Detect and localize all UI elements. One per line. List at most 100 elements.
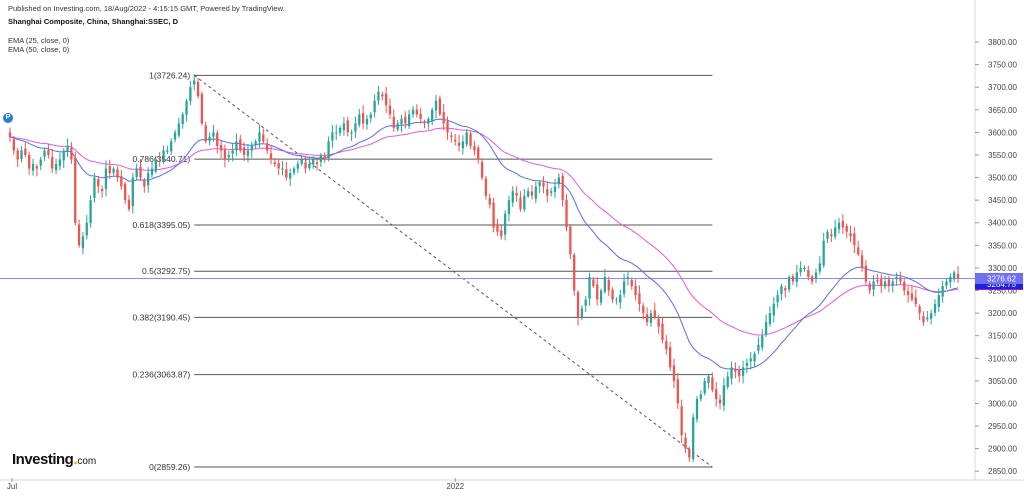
candle-body — [526, 191, 530, 197]
candle-body — [212, 132, 215, 137]
candle-body — [219, 144, 223, 151]
candle-body — [438, 98, 442, 115]
candle-body — [181, 114, 184, 124]
y-tick-label: 3600.00 — [988, 128, 1017, 137]
candle-body — [534, 186, 537, 199]
y-tick-label: 3750.00 — [988, 61, 1017, 70]
candles-layer — [8, 74, 960, 463]
candle-body — [507, 200, 511, 215]
candle-body — [826, 231, 829, 239]
candle-body — [910, 293, 914, 300]
ema50-legend[interactable]: EMA (50, close, 0) — [8, 45, 70, 54]
candle-body — [431, 109, 434, 122]
candle-body — [734, 369, 737, 372]
fib-level-label: 0.236(3063.87) — [133, 370, 191, 380]
candle-body — [62, 150, 65, 161]
y-tick-label: 3400.00 — [988, 219, 1017, 228]
candle-body — [143, 180, 146, 187]
candle-body — [622, 281, 626, 294]
candle-body — [799, 267, 802, 273]
candle-body — [39, 159, 42, 166]
candle-body — [108, 166, 111, 174]
candle-body — [150, 168, 154, 175]
candle-body — [411, 109, 415, 115]
candle-body — [112, 168, 115, 173]
candle-body — [269, 153, 273, 160]
candle-body — [28, 154, 31, 169]
candle-body — [308, 164, 311, 169]
fib-level-label: 0.5(3292.75) — [142, 266, 190, 276]
candle-body — [323, 156, 326, 160]
candle-body — [588, 276, 591, 299]
candle-body — [519, 197, 522, 210]
candle-body — [292, 168, 296, 173]
y-tick-label: 3500.00 — [988, 174, 1017, 183]
candle-body — [100, 188, 104, 192]
candle-body — [546, 189, 549, 196]
candle-body — [523, 195, 526, 210]
y-tick-label: 2850.00 — [988, 467, 1017, 476]
candle-body — [565, 199, 568, 228]
candle-body — [584, 299, 587, 306]
candle-body — [158, 159, 161, 161]
candle-body — [342, 123, 346, 131]
candle-body — [903, 281, 906, 291]
candle-body — [887, 279, 891, 286]
candle-body — [20, 150, 23, 159]
candle-body — [550, 191, 553, 193]
ema25-price-tag: 3264.75 — [987, 280, 1016, 289]
ema25-legend[interactable]: EMA (25, close, 0) — [8, 36, 70, 45]
candle-body — [891, 281, 894, 286]
x-tick-label: Jul — [7, 482, 17, 491]
candle-body — [949, 276, 952, 283]
candle-body — [580, 308, 584, 317]
published-caption: Published on Investing.com, 18/Aug/2022 … — [8, 4, 285, 13]
candle-body — [834, 227, 837, 237]
candle-body — [596, 284, 599, 300]
candle-body — [338, 127, 342, 133]
candle-body — [780, 285, 783, 294]
candle-body — [469, 133, 472, 146]
candle-body — [254, 141, 257, 145]
symbol-title: Shanghai Composite, China, Shanghai:SSEC… — [8, 17, 179, 26]
candle-body — [147, 173, 150, 186]
candle-body — [227, 154, 230, 158]
candle-body — [599, 290, 603, 303]
candle-body — [189, 87, 192, 102]
candle-body — [630, 280, 633, 286]
y-tick-label: 2950.00 — [988, 422, 1017, 431]
candle-body — [553, 186, 557, 192]
candle-body — [642, 305, 645, 314]
candle-body — [358, 114, 361, 125]
fib-level-label: 1(3726.24) — [149, 70, 190, 80]
x-tick-label: 2022 — [446, 482, 464, 491]
candle-body — [730, 367, 733, 379]
candle-body — [196, 81, 200, 97]
candle-body — [868, 283, 871, 291]
y-tick-label: 3550.00 — [988, 151, 1017, 160]
candle-body — [715, 389, 718, 399]
publisher-badge-icon[interactable]: P — [3, 113, 13, 123]
candle-body — [43, 150, 46, 157]
candle-body — [822, 240, 825, 266]
candle-body — [818, 263, 821, 272]
candle-body — [814, 272, 818, 279]
candle-body — [741, 367, 745, 376]
candle-body — [672, 365, 676, 381]
candle-body — [561, 175, 564, 201]
candle-body — [791, 276, 795, 282]
candle-body — [281, 168, 284, 170]
candle-body — [906, 291, 910, 296]
candle-body — [707, 376, 710, 384]
candle-body — [530, 191, 534, 196]
candle-body — [127, 199, 131, 210]
candle-body — [31, 164, 35, 171]
y-tick-label: 3100.00 — [988, 354, 1017, 363]
candle-body — [300, 159, 303, 164]
candle-body — [895, 276, 898, 279]
ema50-line — [9, 127, 959, 336]
candle-body — [772, 304, 775, 316]
candle-body — [85, 222, 88, 236]
candle-body — [450, 135, 453, 137]
